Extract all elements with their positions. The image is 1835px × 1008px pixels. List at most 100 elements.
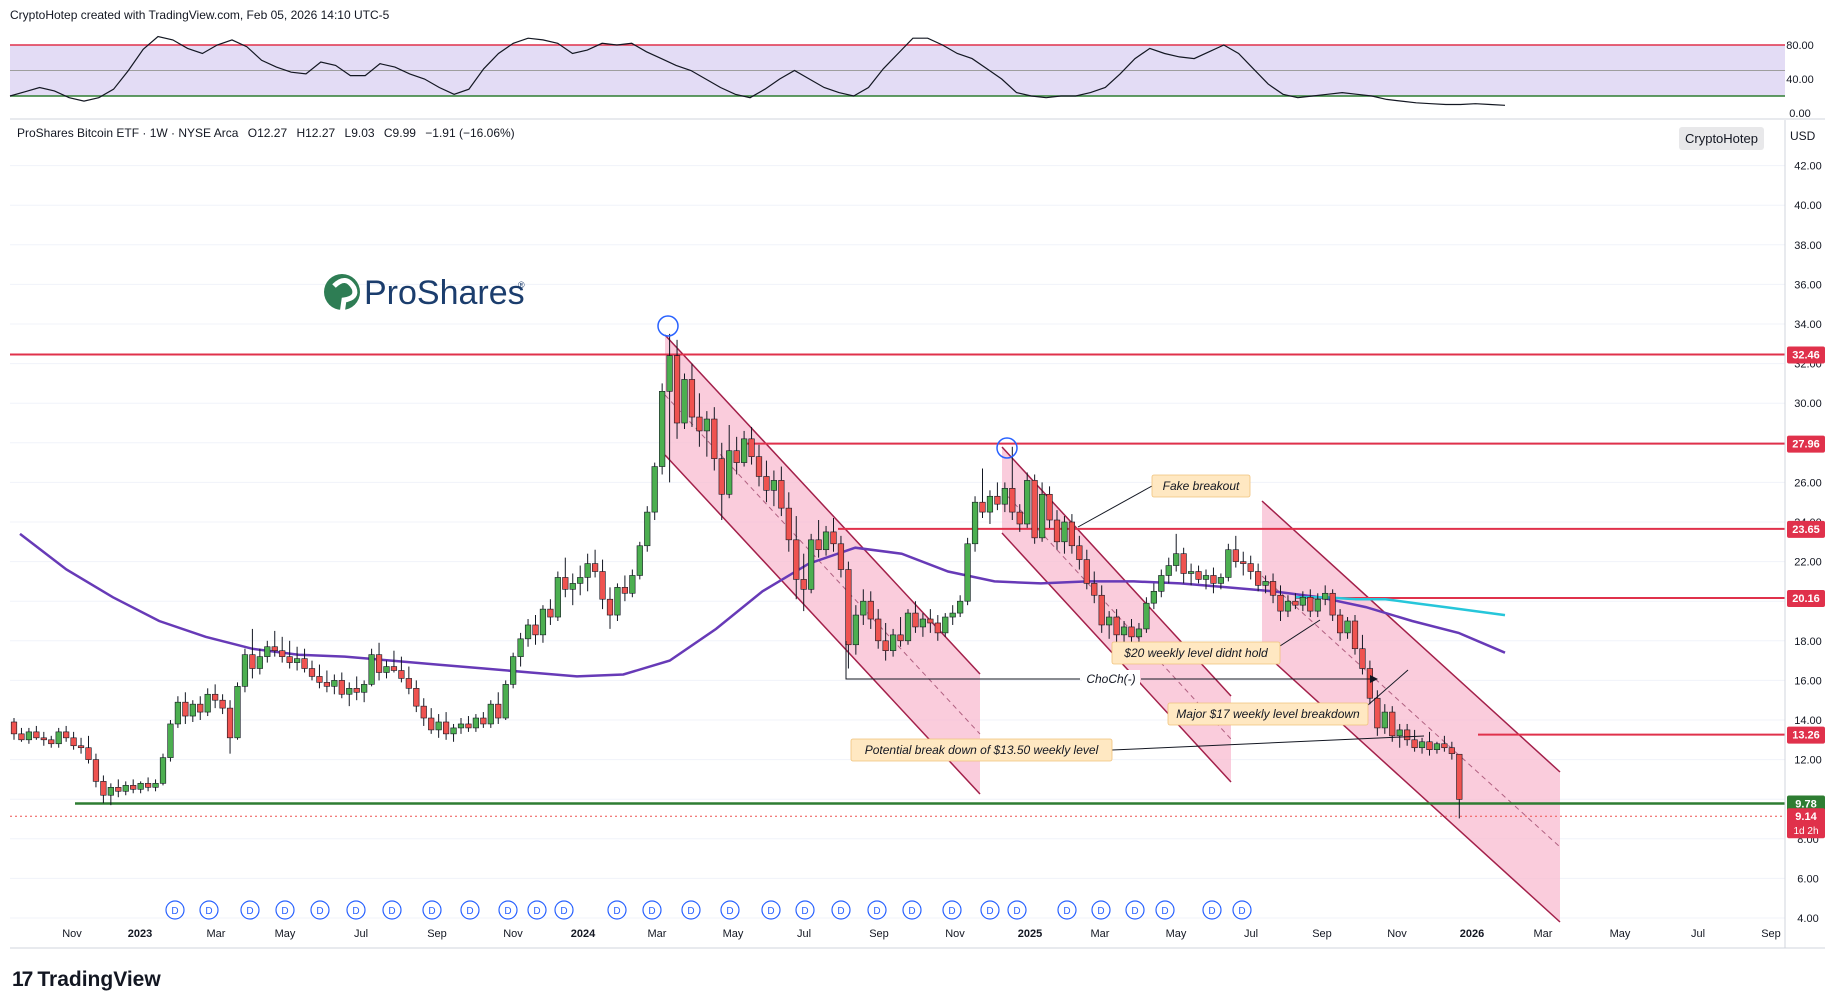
candle[interactable] (1351, 615, 1359, 655)
candle[interactable] (584, 553, 591, 592)
candle[interactable] (1396, 723, 1403, 748)
candle[interactable] (1053, 510, 1061, 550)
candle[interactable] (413, 680, 420, 713)
candle[interactable] (1106, 611, 1113, 639)
candle[interactable] (599, 559, 606, 610)
dividend-marker[interactable]: D (831, 900, 851, 920)
candle[interactable] (353, 676, 360, 701)
candle[interactable] (40, 731, 47, 746)
candle[interactable] (718, 442, 725, 521)
candle[interactable] (1173, 533, 1180, 572)
dividend-marker[interactable]: D (720, 900, 740, 920)
candle[interactable] (1195, 565, 1202, 584)
candle[interactable] (234, 682, 241, 740)
candle[interactable] (472, 714, 480, 732)
candle[interactable] (1255, 563, 1262, 592)
candle[interactable] (33, 725, 40, 740)
candle[interactable] (1418, 737, 1426, 754)
candle[interactable] (107, 783, 114, 806)
candle[interactable] (450, 723, 457, 742)
dividend-marker[interactable]: D (275, 900, 295, 920)
candle[interactable] (808, 533, 815, 594)
candle[interactable] (770, 470, 777, 507)
dividend-marker[interactable]: D (527, 900, 547, 920)
candle[interactable] (1068, 514, 1075, 554)
candle[interactable] (1292, 593, 1299, 610)
candle[interactable] (591, 549, 599, 578)
candle[interactable] (48, 735, 55, 748)
dividend-marker[interactable]: D (795, 900, 815, 920)
dividend-marker[interactable]: D (1202, 900, 1222, 920)
candle[interactable] (1404, 723, 1411, 746)
candle[interactable] (286, 640, 293, 669)
candle[interactable] (398, 656, 405, 683)
candle[interactable] (346, 682, 353, 707)
candle[interactable] (256, 648, 263, 675)
candle[interactable] (532, 615, 539, 645)
candle[interactable] (70, 731, 77, 750)
candle[interactable] (1143, 597, 1150, 633)
candle[interactable] (1128, 619, 1135, 643)
candle[interactable] (957, 595, 964, 618)
candle[interactable] (122, 781, 129, 796)
candle[interactable] (1426, 731, 1433, 756)
candle[interactable] (1389, 706, 1396, 742)
candle[interactable] (1210, 567, 1217, 594)
candle[interactable] (18, 727, 25, 742)
candle[interactable] (577, 565, 584, 596)
candle[interactable] (1098, 585, 1105, 633)
candle[interactable] (1337, 609, 1344, 641)
candle[interactable] (666, 333, 673, 483)
candle[interactable] (934, 615, 941, 641)
dividend-marker[interactable]: D (460, 900, 480, 920)
candle[interactable] (979, 468, 986, 519)
candle[interactable] (1009, 446, 1016, 521)
candle[interactable] (1344, 617, 1351, 639)
candle[interactable] (696, 393, 703, 447)
candle[interactable] (197, 696, 204, 720)
candle[interactable] (875, 609, 882, 649)
candle[interactable] (1202, 569, 1210, 590)
candle[interactable] (1083, 549, 1090, 590)
candle[interactable] (1113, 609, 1120, 643)
dividend-marker[interactable]: D (165, 900, 185, 920)
candle[interactable] (420, 698, 427, 726)
candle[interactable] (167, 720, 174, 762)
candle[interactable] (323, 670, 331, 693)
candle[interactable] (77, 737, 85, 754)
candle[interactable] (495, 692, 502, 724)
candle[interactable] (1456, 753, 1463, 819)
dividend-marker[interactable]: D (1155, 900, 1175, 920)
candle[interactable] (1359, 634, 1366, 675)
candle[interactable] (569, 573, 576, 606)
tradingview-logo[interactable]: 17 TradingView (12, 968, 161, 992)
candle[interactable] (927, 609, 934, 633)
candle[interactable] (971, 496, 979, 552)
candle[interactable] (1188, 563, 1195, 586)
candle[interactable] (457, 718, 465, 734)
candle[interactable] (793, 516, 800, 600)
candle[interactable] (726, 424, 733, 499)
candle[interactable] (942, 613, 949, 637)
annotation-callout[interactable]: Major $17 weekly level breakdown (1167, 702, 1369, 726)
dividend-marker[interactable]: D (681, 900, 701, 920)
candle[interactable] (778, 466, 785, 517)
candle[interactable] (502, 680, 509, 720)
candle[interactable] (10, 718, 18, 740)
dividend-marker[interactable]: D (346, 900, 366, 920)
candle[interactable] (361, 680, 368, 703)
candle[interactable] (383, 660, 390, 679)
candle[interactable] (182, 692, 189, 724)
candle[interactable] (510, 652, 517, 689)
candle[interactable] (1366, 660, 1373, 705)
candle[interactable] (1240, 551, 1247, 576)
candle[interactable] (830, 518, 837, 552)
candle[interactable] (994, 482, 1001, 511)
candle[interactable] (1031, 474, 1038, 544)
candle[interactable] (517, 632, 524, 667)
candle[interactable] (1322, 585, 1329, 606)
candle[interactable] (889, 628, 897, 657)
candle[interactable] (547, 599, 554, 625)
candle[interactable] (562, 557, 569, 598)
